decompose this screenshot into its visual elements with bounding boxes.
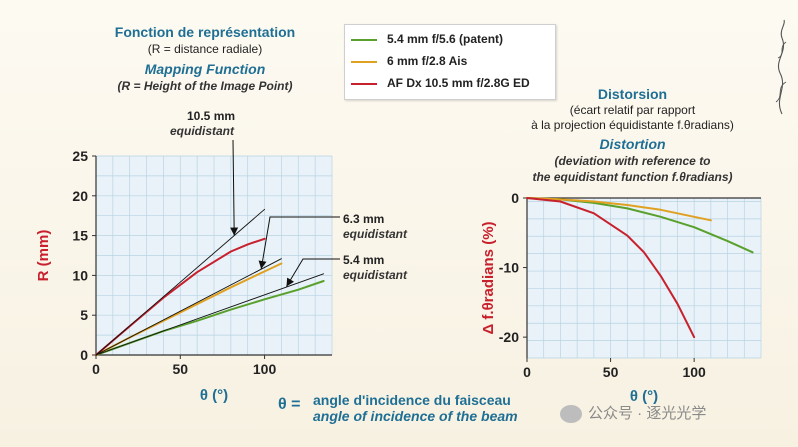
- legend-item: 6 mm f/2.8 Ais: [351, 53, 551, 71]
- signature: [770, 18, 794, 118]
- caption-fr: angle d'incidence du faisceau: [313, 392, 511, 408]
- legend: 5.4 mm f/5.6 (patent) 6 mm f/2.8 Ais AF …: [344, 24, 556, 100]
- arrowhead: [230, 227, 239, 236]
- series-line: [526, 197, 696, 339]
- y-tick-label: 15: [72, 228, 88, 244]
- y-tick-label: -20: [499, 329, 519, 345]
- x-axis-label: θ (°): [630, 388, 658, 405]
- arrowhead: [258, 260, 267, 270]
- reference-line: [95, 208, 266, 356]
- legend-swatch: [351, 83, 377, 85]
- legend-item: 5.4 mm f/5.6 (patent): [351, 31, 551, 49]
- x-tick-label: 100: [682, 364, 706, 380]
- annotation-arrow: [286, 258, 340, 287]
- legend-label: AF Dx 10.5 mm f/2.8G ED: [387, 76, 530, 90]
- annotation-105-label: equidistant: [170, 124, 235, 138]
- y-axis-label: Δ f.θradians (%): [480, 221, 497, 334]
- x-tick-label: 0: [92, 361, 100, 377]
- legend-swatch: [351, 39, 377, 41]
- watermark: 公众号 · 逐光光学: [560, 402, 707, 424]
- distortion-plot: 0 50 100 0 -10 -20 θ (°) Δ f.θradians (%): [480, 190, 762, 405]
- y-axis-label: R (mm): [35, 230, 52, 282]
- annotation-54-size: 5.4 mm: [343, 253, 385, 267]
- arrowhead: [286, 277, 295, 287]
- right-subtitle-fr-2: à la projection équidistante f.θradians): [531, 118, 734, 132]
- legend-swatch: [351, 61, 377, 63]
- legend-label: 5.4 mm f/5.6 (patent): [387, 32, 504, 46]
- x-axis-label: θ (°): [200, 387, 228, 404]
- annotation-63-label: equidistant: [343, 227, 408, 241]
- watermark-text: 公众号 · 逐光光学: [588, 405, 707, 422]
- caption-en: angle of incidence of the beam: [313, 408, 518, 424]
- signature-mark: [775, 19, 787, 115]
- y-tick-label: 0: [80, 347, 88, 363]
- left-title-fr: Fonction de représentation: [114, 24, 296, 40]
- left-title-en: Mapping Function: [144, 61, 266, 77]
- y-tick-label: 20: [72, 188, 88, 204]
- annotation-arrow: [232, 139, 235, 236]
- mapping-function-plot: 0 50 100 0 5 10 15 20 25 θ (°) R (mm): [35, 139, 340, 404]
- caption-theta-symbol: θ =: [278, 396, 301, 413]
- left-subtitle-en: (R = Height of the Image Point): [117, 79, 293, 93]
- y-tick-label: 25: [72, 148, 88, 164]
- series-line: [526, 197, 712, 222]
- y-tick-label: 5: [80, 307, 88, 323]
- right-title-fr: Distorsion: [597, 86, 668, 102]
- y-tick-label: 0: [511, 190, 519, 206]
- y-tick-label: -10: [499, 260, 519, 276]
- annotation-105-size: 10.5 mm: [187, 109, 236, 123]
- right-title-en: Distortion: [599, 136, 666, 152]
- y-tick-label: 10: [72, 267, 88, 283]
- x-tick-label: 0: [523, 364, 531, 380]
- right-subtitle-en-1: (deviation with reference to: [554, 154, 711, 168]
- legend-label: 6 mm f/2.8 Ais: [387, 54, 468, 68]
- reference-line: [95, 273, 325, 356]
- x-tick-label: 50: [603, 364, 619, 380]
- annotation-arrow: [260, 216, 340, 270]
- right-subtitle-fr-1: (écart relatif par rapport: [569, 103, 696, 117]
- wechat-icon: [560, 405, 582, 424]
- legend-item: AF Dx 10.5 mm f/2.8G ED: [351, 75, 551, 93]
- annotation-54-label: equidistant: [343, 268, 408, 282]
- x-tick-label: 100: [253, 361, 277, 377]
- left-subtitle-fr: (R = distance radiale): [147, 42, 263, 56]
- right-subtitle-en-2: the equidistant function f.θradians): [532, 170, 733, 184]
- annotation-63-size: 6.3 mm: [343, 212, 385, 226]
- x-tick-label: 50: [172, 361, 188, 377]
- reference-line: [95, 258, 282, 356]
